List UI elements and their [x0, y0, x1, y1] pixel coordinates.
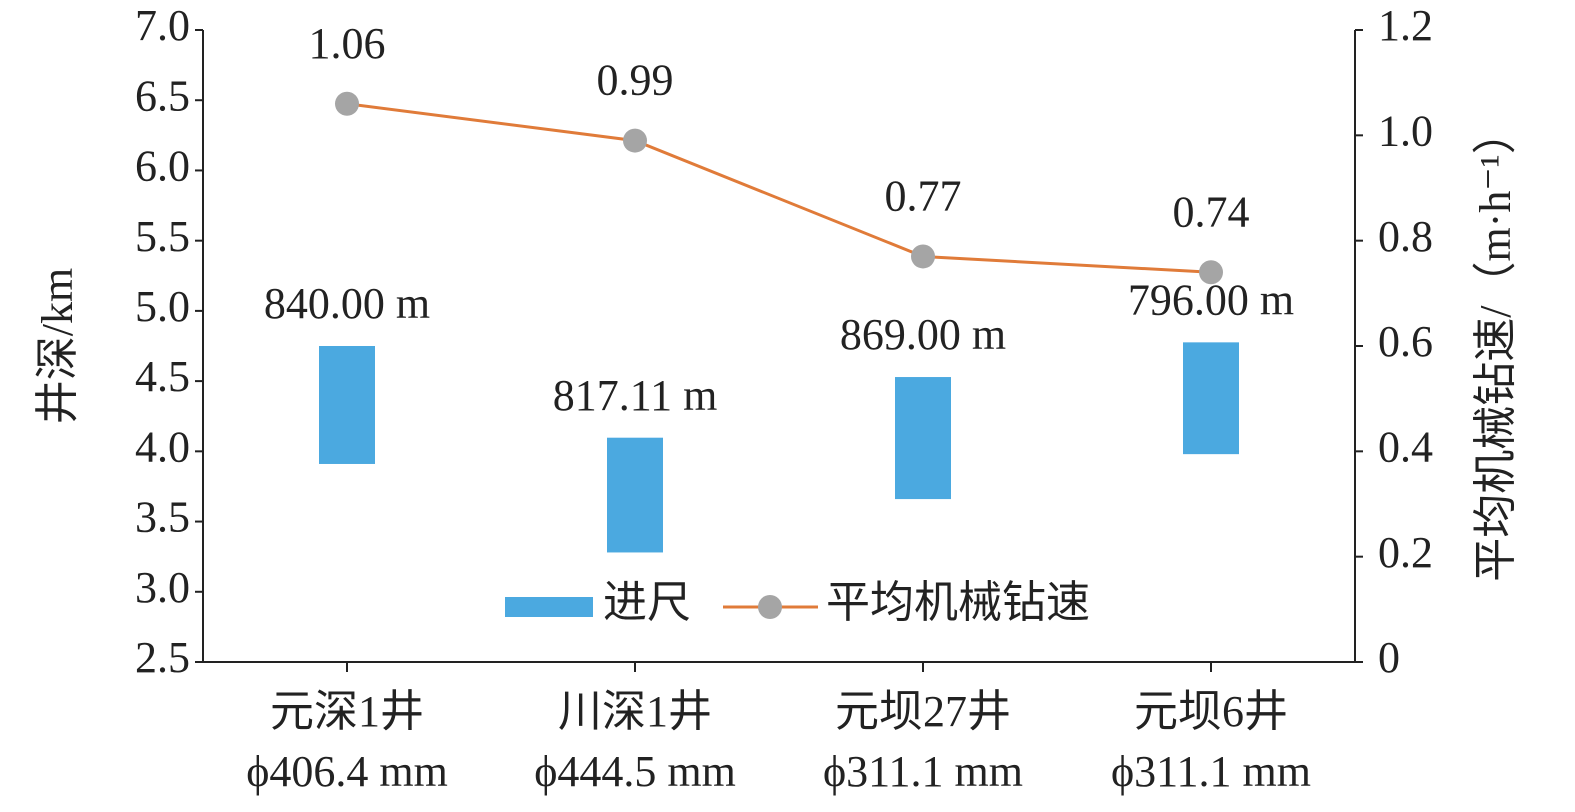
y2-axis-title: 平均机械钻速/（m·h⁻¹）: [1471, 110, 1520, 582]
bar: [319, 346, 375, 464]
y-tick-label: 3.5: [135, 493, 190, 542]
y-tick-label: 3.0: [135, 563, 190, 612]
line-value-label: 0.99: [597, 56, 674, 105]
y2-tick-label: 1.0: [1378, 106, 1433, 155]
line-marker: [911, 244, 935, 269]
y2-tick-label: 0.8: [1378, 212, 1433, 261]
bar: [895, 377, 951, 500]
line-value-label: 0.77: [885, 172, 962, 221]
y-tick-label: 4.5: [135, 352, 190, 401]
x-tick-label: 元坝6井: [1134, 687, 1288, 736]
y2-tick-label: 0.2: [1378, 528, 1433, 577]
legend-label: 进尺: [603, 578, 691, 627]
bar: [1183, 342, 1239, 455]
line-marker: [1199, 260, 1223, 285]
y-tick-label: 6.5: [135, 71, 190, 120]
y-axis-title: 井深/km: [33, 268, 82, 424]
y-tick-label: 5.5: [135, 212, 190, 261]
y2-tick-label: 0: [1378, 633, 1400, 682]
line-marker: [623, 128, 647, 153]
legend-label: 平均机械钻速: [826, 578, 1090, 627]
line-marker: [335, 91, 359, 116]
y-tick-label: 7.0: [135, 1, 190, 50]
y-tick-label: 4.0: [135, 422, 190, 471]
x-tick-label: ϕ444.5 mm: [534, 747, 736, 796]
y-tick-label: 2.5: [135, 633, 190, 682]
y-tick-label: 5.0: [135, 282, 190, 331]
line: [346, 102, 1212, 274]
bar-value-label: 840.00 m: [264, 279, 430, 328]
x-tick-label: ϕ311.1 mm: [1111, 747, 1311, 796]
y2-tick-label: 0.6: [1378, 317, 1433, 366]
bar: [607, 437, 663, 553]
x-tick-label: 元深1井: [270, 687, 424, 736]
legend-marker: [758, 595, 782, 619]
line-value-label: 1.06: [309, 19, 386, 68]
legend-swatch: [505, 597, 593, 617]
x-tick-label: 川深1井: [558, 687, 712, 736]
line-value-label: 0.74: [1173, 187, 1250, 236]
bar-value-label: 869.00 m: [840, 310, 1006, 359]
y-tick-label: 6.0: [135, 142, 190, 191]
y2-tick-label: 1.2: [1378, 1, 1433, 50]
y2-tick-label: 0.4: [1378, 422, 1433, 471]
x-tick-label: ϕ406.4 mm: [246, 747, 448, 796]
x-tick-label: ϕ311.1 mm: [823, 747, 1023, 796]
bar-value-label: 817.11 m: [553, 371, 718, 420]
x-tick-label: 元坝27井: [835, 687, 1011, 736]
